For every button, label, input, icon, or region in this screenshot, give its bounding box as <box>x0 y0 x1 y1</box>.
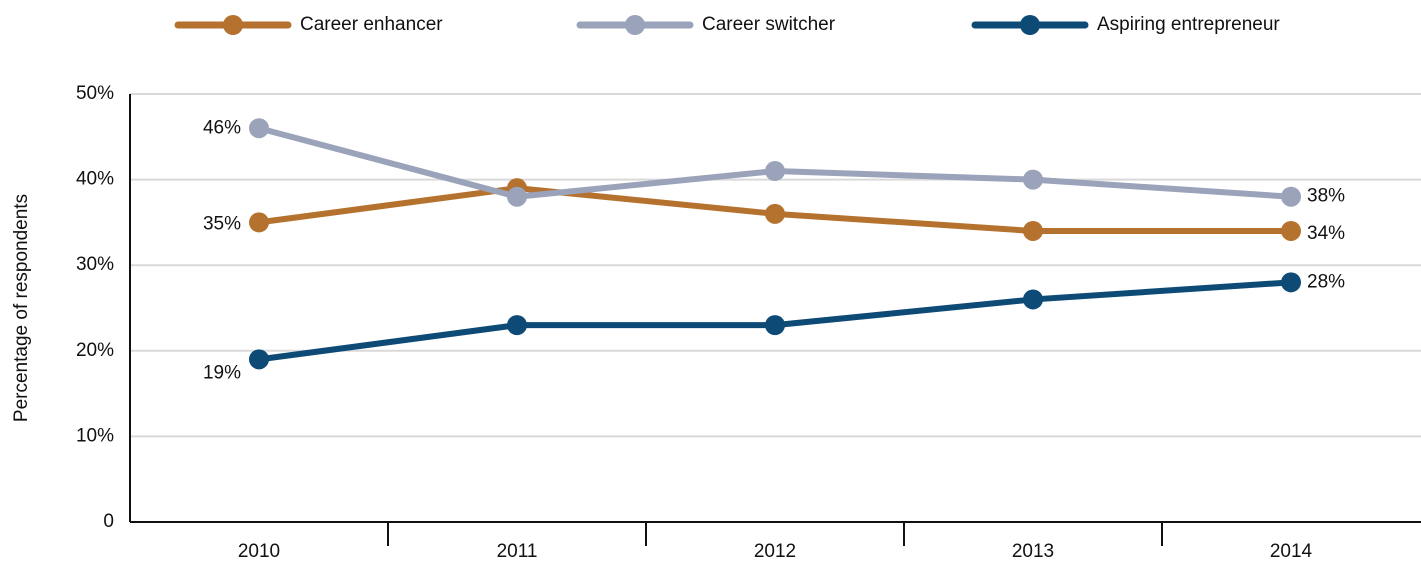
point <box>249 118 269 139</box>
point <box>765 203 785 224</box>
legend-marker <box>1020 15 1040 35</box>
y-tick-label: 40% <box>76 169 114 190</box>
legend-label: Career switcher <box>702 14 836 35</box>
y-tick-label: 30% <box>76 254 114 275</box>
y-tick-label: 50% <box>76 83 114 104</box>
point <box>1023 169 1043 190</box>
point <box>507 186 527 207</box>
y-tick-label: 10% <box>76 425 114 446</box>
data-label: 19% <box>203 362 241 383</box>
legend-label: Aspiring entrepreneur <box>1097 14 1280 35</box>
data-label: 34% <box>1307 223 1345 244</box>
data-label: 38% <box>1307 186 1345 207</box>
legend-label: Career enhancer <box>300 14 443 35</box>
y-axis-label: Percentage of respondents <box>11 194 32 422</box>
y-tick-label: 0 <box>103 511 114 532</box>
point <box>1281 272 1301 293</box>
x-tick-label: 2013 <box>1012 541 1054 562</box>
x-tick-label: 2012 <box>754 541 796 562</box>
point <box>1281 220 1301 241</box>
x-tick-label: 2014 <box>1270 541 1313 562</box>
point <box>1281 186 1301 207</box>
data-label: 35% <box>203 213 241 234</box>
point <box>507 315 527 336</box>
data-label: 28% <box>1307 271 1345 292</box>
point <box>249 212 269 233</box>
point <box>1023 289 1043 310</box>
point <box>765 161 785 182</box>
y-tick-label: 20% <box>76 340 114 361</box>
x-tick-label: 2010 <box>238 541 280 562</box>
point <box>249 349 269 370</box>
data-label: 46% <box>203 117 241 138</box>
x-tick-label: 2011 <box>497 541 538 562</box>
legend-marker <box>625 15 645 35</box>
point <box>1023 220 1043 241</box>
point <box>765 315 785 336</box>
legend-marker <box>223 15 243 35</box>
